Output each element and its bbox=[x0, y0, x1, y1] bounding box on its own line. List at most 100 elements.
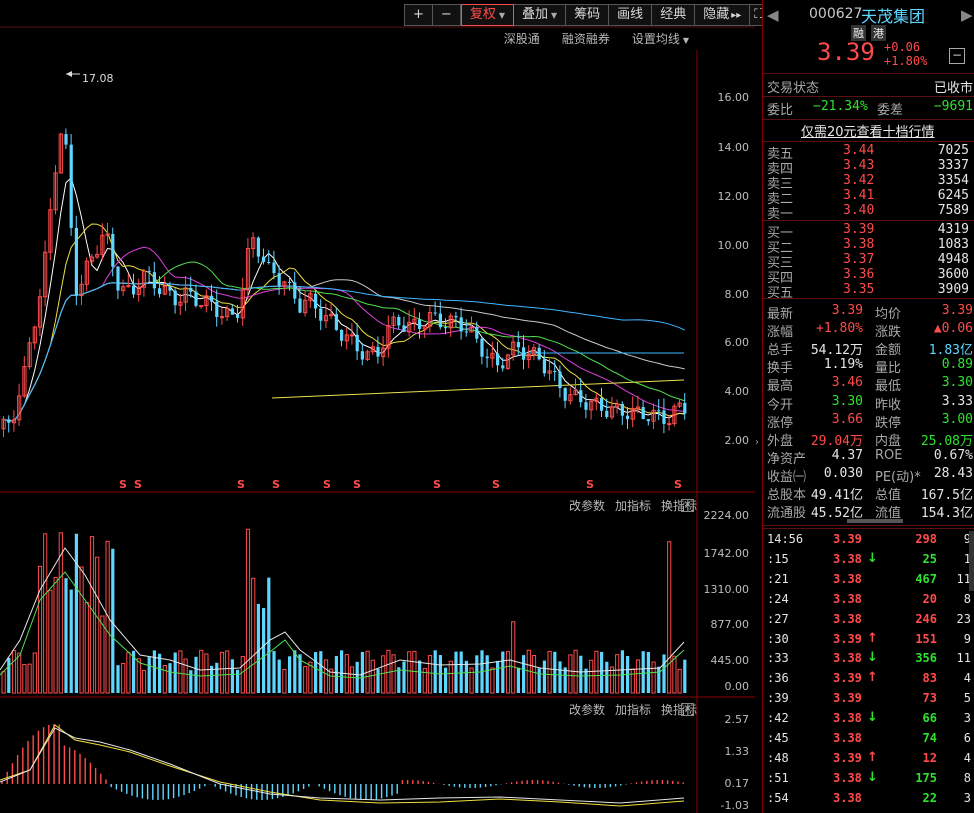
tick-count: 3 bbox=[963, 790, 971, 805]
volume-bar bbox=[147, 657, 151, 693]
arrow-up-icon: ↑ bbox=[867, 670, 878, 686]
collapse-arrow-icon[interactable]: › bbox=[755, 437, 759, 448]
candle-body bbox=[141, 270, 147, 288]
trade-status-row: 交易状态 已收市 bbox=[767, 81, 973, 96]
stats-value: 0.67% bbox=[933, 447, 973, 463]
volume-bar bbox=[537, 668, 541, 693]
stats-value: 28.43 bbox=[933, 465, 973, 481]
next-stock-icon[interactable]: ▶ bbox=[961, 6, 973, 24]
tick-count: 23 bbox=[956, 611, 971, 626]
switch-indicator-button[interactable]: 换指标 bbox=[660, 703, 697, 717]
candle-body bbox=[329, 313, 334, 317]
classic-button[interactable]: 经典 bbox=[652, 4, 696, 26]
volume-bar bbox=[657, 666, 661, 693]
orderbook-row: 买一 3.39 4319 bbox=[763, 222, 974, 241]
s-signal-marker: S bbox=[323, 478, 331, 491]
volume-bar bbox=[225, 650, 230, 694]
orderbook-label: 买二 bbox=[767, 241, 794, 256]
volume-bar bbox=[412, 650, 417, 694]
kline-chart-area[interactable]: + − 复权 ▼ 叠加 ▼ 筹码 画线 经典 隐藏 ▸▸ ⛶ 深股通 融资融券 设置均… bbox=[0, 0, 769, 813]
hk-connect-link[interactable]: 深股通 bbox=[503, 32, 540, 46]
volume-bar bbox=[48, 589, 53, 694]
overlay-button[interactable]: 叠加 ▼ bbox=[513, 4, 567, 26]
tick-scrollbar[interactable] bbox=[969, 531, 974, 591]
volume-bar bbox=[501, 651, 505, 693]
volume-ma-green bbox=[0, 571, 685, 679]
stats-value: 45.52亿 bbox=[810, 506, 863, 522]
margin-trading-link[interactable]: 融资融券 bbox=[561, 32, 610, 46]
candle-body bbox=[79, 283, 84, 297]
volume-bar bbox=[427, 655, 433, 694]
stats-label: 涨跌 bbox=[875, 325, 902, 341]
price-tick-label: 14.00 bbox=[717, 141, 750, 154]
tick-count: 9 bbox=[963, 532, 971, 546]
tick-count: 3 bbox=[963, 711, 971, 726]
hide-button[interactable]: 隐藏 ▸▸ bbox=[695, 4, 751, 26]
ma5-line bbox=[3, 176, 685, 422]
arrow-up-icon: ↑ bbox=[867, 630, 878, 646]
stats-label: 流值 bbox=[875, 506, 902, 522]
chip-button[interactable]: 筹码 bbox=[566, 4, 610, 26]
candle-body bbox=[422, 325, 427, 330]
volume-bar bbox=[370, 659, 375, 694]
stock-name[interactable]: 天茂集团 bbox=[861, 7, 926, 26]
orderbook-volume: 3600 bbox=[937, 267, 969, 282]
volume-bar bbox=[505, 651, 511, 694]
orderbook-label: 卖四 bbox=[767, 162, 794, 177]
price-change-pct: +1.80% bbox=[884, 54, 928, 68]
volume-bar bbox=[444, 667, 448, 693]
add-indicator-button[interactable]: 加指标 bbox=[614, 499, 651, 513]
fuquan-button[interactable]: 复权 ▼ bbox=[460, 4, 514, 26]
close-icon[interactable]: × bbox=[681, 499, 694, 512]
orderbook-volume: 4319 bbox=[937, 222, 969, 237]
tick-price: 3.39 bbox=[833, 691, 862, 706]
arrow-down-icon: ↓ bbox=[867, 550, 878, 566]
candle-body bbox=[615, 403, 620, 408]
zoom-out-button[interactable]: − bbox=[432, 4, 461, 26]
candle-body bbox=[568, 394, 573, 402]
edit-params-button[interactable]: 改参数 bbox=[568, 499, 605, 513]
zoom-in-button[interactable]: + bbox=[404, 4, 433, 26]
minimize-button[interactable]: − bbox=[949, 48, 965, 64]
stats-value: 54.12万 bbox=[810, 343, 863, 359]
volume-bar bbox=[376, 668, 380, 693]
stats-value: 4.37 bbox=[831, 447, 863, 463]
volume-bar bbox=[584, 668, 588, 693]
add-indicator-button[interactable]: 加指标 bbox=[614, 703, 651, 717]
candle-body bbox=[641, 407, 645, 420]
candlestick-chart[interactable] bbox=[0, 0, 755, 813]
candle-body bbox=[620, 403, 624, 416]
orderbook-volume: 7589 bbox=[937, 203, 969, 218]
volume-bar bbox=[43, 533, 48, 694]
close-icon[interactable]: × bbox=[681, 703, 694, 716]
volume-bar bbox=[251, 577, 256, 694]
stats-row: 净资产 4.37 ROE 0.67% bbox=[763, 447, 974, 467]
stats-value: 3.39 bbox=[831, 303, 863, 318]
ma250-line bbox=[271, 379, 685, 399]
stats-row: 涨幅 +1.80% 涨跌 ▲0.06 bbox=[763, 321, 974, 341]
edit-params-button[interactable]: 改参数 bbox=[568, 703, 605, 717]
tick-price: 3.38 bbox=[833, 551, 862, 566]
ma-settings-dropdown[interactable]: 设置均线 ▼ bbox=[631, 32, 689, 46]
switch-indicator-button[interactable]: 换指标 bbox=[660, 499, 697, 513]
level10-promo-link[interactable]: 仅需20元查看十档行情 bbox=[801, 125, 935, 140]
volume-tick-label: 2224.00 bbox=[703, 509, 750, 522]
volume-bar bbox=[116, 665, 120, 693]
candle-body bbox=[288, 281, 292, 283]
scroll-thumb[interactable] bbox=[847, 519, 903, 523]
volume-bar bbox=[100, 615, 105, 694]
prev-stock-icon[interactable]: ◀ bbox=[767, 6, 779, 24]
candle-body bbox=[48, 209, 53, 253]
tick-row: :33 3.38 ↓ 356 11 bbox=[763, 650, 974, 671]
candle-body bbox=[454, 315, 458, 318]
draw-line-button[interactable]: 画线 bbox=[609, 4, 653, 26]
candle-body bbox=[58, 133, 63, 174]
volume-bar bbox=[563, 667, 567, 693]
orderbook-price: 3.42 bbox=[843, 173, 875, 188]
volume-bar bbox=[11, 650, 17, 694]
stats-label: 净资产 bbox=[767, 451, 807, 467]
candle-body bbox=[589, 400, 594, 411]
candle-body bbox=[230, 308, 234, 315]
candle-body bbox=[189, 287, 193, 292]
candle-body bbox=[126, 285, 131, 288]
